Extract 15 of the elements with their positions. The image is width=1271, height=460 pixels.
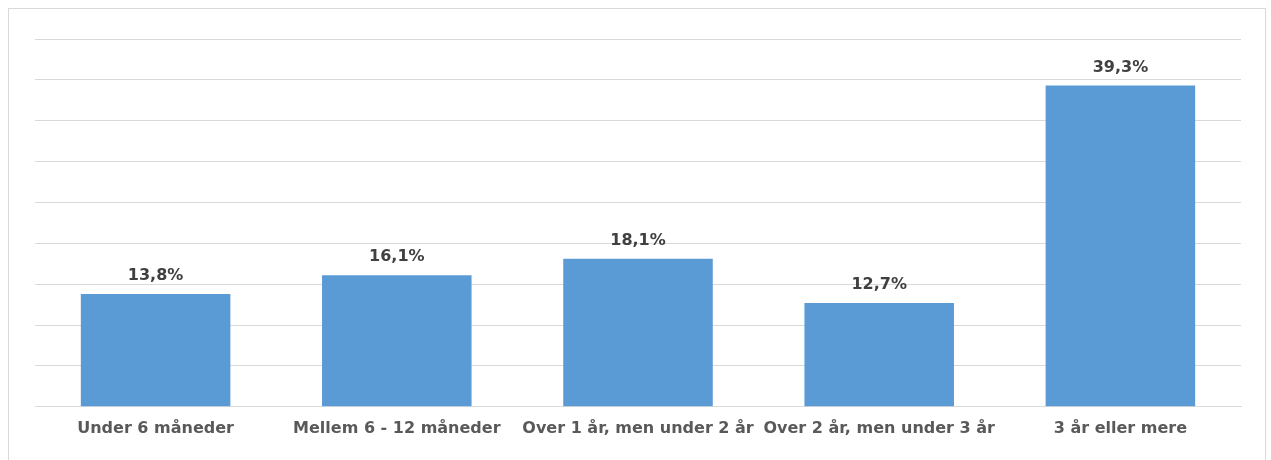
bar xyxy=(804,303,954,407)
data-label: 13,8% xyxy=(127,265,184,285)
bar xyxy=(322,275,472,407)
bar xyxy=(1045,85,1196,407)
x-tick-label: Mellem 6 - 12 måneder xyxy=(293,417,501,437)
x-tick-label: Over 2 år, men under 3 år xyxy=(763,417,996,437)
x-tick-label: 3 år eller mere xyxy=(1053,417,1188,437)
x-tick-label: Over 1 år, men under 2 år xyxy=(522,417,754,437)
data-label: 16,1% xyxy=(369,246,425,266)
data-label: 39,3% xyxy=(1092,56,1149,76)
data-label: 18,1% xyxy=(610,230,666,250)
data-label: 12,7% xyxy=(851,274,907,294)
x-tick-label: Under 6 måneder xyxy=(77,417,235,437)
bar xyxy=(563,258,713,407)
bar xyxy=(80,294,231,407)
